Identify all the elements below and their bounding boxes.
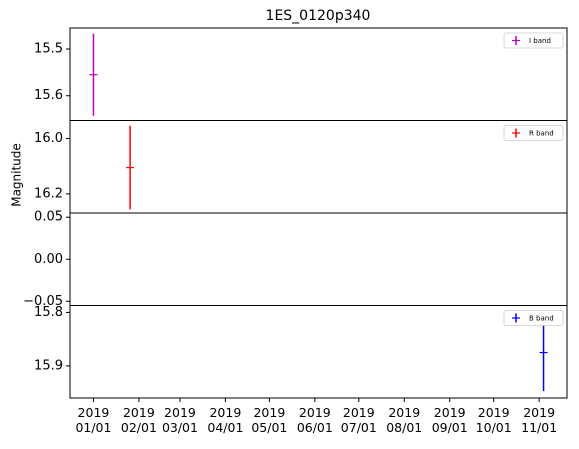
y-tick-label: 0.00 (34, 252, 63, 267)
x-tick-label: 2019 01/01 (75, 405, 112, 435)
y-tick-label: −0.05 (23, 294, 63, 309)
y-tick-label: 15.9 (34, 358, 63, 373)
legend-label: B band (529, 315, 554, 323)
x-tick-label: 2019 07/01 (340, 405, 377, 435)
x-tick-label: 2019 06/01 (296, 405, 333, 435)
y-tick-label: 16.0 (34, 131, 63, 146)
x-tick-label: 2019 08/01 (386, 405, 423, 435)
y-tick-label: 15.5 (34, 42, 63, 57)
x-tick-label: 2019 09/01 (431, 405, 468, 435)
panel-frame (69, 212, 568, 306)
x-tick-label: 2019 11/01 (521, 405, 558, 435)
panel-frame (69, 120, 568, 214)
y-tick-label: 16.2 (34, 186, 63, 201)
y-tick-label: 0.05 (34, 210, 63, 225)
legend-label: I band (529, 37, 551, 45)
y-axis-label: Magnitude (10, 143, 24, 207)
panel-frame (69, 305, 568, 399)
x-tick-label: 2019 03/01 (161, 405, 198, 435)
legend-label: R band (529, 130, 554, 138)
x-tick-label: 2019 04/01 (207, 405, 244, 435)
x-tick-label: 2019 02/01 (120, 405, 157, 435)
y-tick-label: 15.6 (34, 88, 63, 103)
y-tick-label: 15.8 (34, 305, 63, 320)
legend-box (503, 125, 564, 141)
x-tick-label: 2019 05/01 (251, 405, 288, 435)
x-tick-label: 2019 10/01 (475, 405, 512, 435)
legend-box (503, 310, 564, 326)
panel-frame (69, 27, 568, 121)
legend-box (503, 32, 564, 49)
chart-title: 1ES_0120p340 (266, 8, 371, 24)
